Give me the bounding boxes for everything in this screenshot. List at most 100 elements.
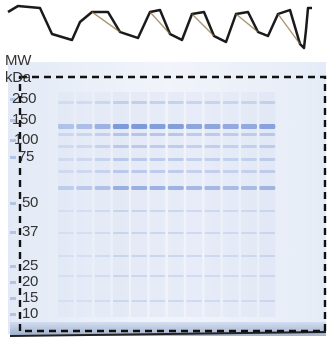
band (76, 124, 93, 129)
band (186, 101, 203, 104)
band (94, 158, 111, 161)
band (259, 124, 276, 129)
band (112, 186, 129, 190)
band (58, 133, 74, 136)
band (149, 186, 166, 190)
band (94, 145, 111, 148)
gel-slab (8, 62, 326, 334)
band (186, 124, 203, 129)
band (58, 158, 74, 161)
ladder-band (10, 202, 16, 205)
mw-label: MW (5, 52, 32, 69)
band (112, 232, 129, 234)
band (131, 158, 148, 161)
band (186, 210, 203, 212)
band (76, 255, 93, 257)
band (186, 232, 203, 234)
ladder-band (10, 119, 16, 122)
lane-10 (222, 92, 239, 317)
kda-label: kDa (5, 69, 31, 86)
band (186, 275, 203, 277)
lane-7 (167, 92, 184, 317)
band (94, 255, 111, 257)
band (58, 101, 74, 104)
band (259, 232, 276, 234)
band (241, 255, 257, 257)
band (241, 210, 257, 212)
band (204, 232, 221, 234)
band (186, 145, 203, 148)
band (149, 101, 166, 104)
band (94, 133, 111, 136)
band (149, 133, 166, 136)
marker-label-10: 10 (22, 305, 39, 322)
band (222, 133, 239, 136)
lane-5 (131, 92, 148, 317)
band (149, 210, 166, 212)
marker-label-25: 25 (22, 257, 39, 274)
band (94, 300, 111, 302)
band (131, 255, 148, 257)
band (94, 124, 111, 129)
lane-11 (241, 92, 257, 317)
band (131, 124, 148, 129)
band (204, 255, 221, 257)
lane-12 (259, 92, 276, 317)
band (58, 210, 74, 212)
band (186, 300, 203, 302)
band (94, 101, 111, 104)
band (112, 170, 129, 173)
band (259, 255, 276, 257)
band (149, 275, 166, 277)
band (167, 210, 184, 212)
band (259, 101, 276, 104)
band (204, 300, 221, 302)
marker-label-50: 50 (22, 194, 39, 211)
dashed-frame (18, 75, 327, 333)
band (241, 275, 257, 277)
well-highlight (91, 11, 301, 45)
ladder-lane (10, 98, 16, 316)
band (131, 170, 148, 173)
band (149, 255, 166, 257)
band (259, 145, 276, 148)
band (167, 101, 184, 104)
ladder-band (10, 281, 16, 284)
lane-4 (112, 92, 129, 317)
band (131, 186, 148, 190)
band (167, 300, 184, 302)
band (76, 133, 93, 136)
band (222, 158, 239, 161)
band (94, 170, 111, 173)
band (112, 210, 129, 212)
band (76, 158, 93, 161)
band (131, 145, 148, 148)
band (76, 210, 93, 212)
band (204, 158, 221, 161)
band (94, 232, 111, 234)
band (58, 232, 74, 234)
band (222, 210, 239, 212)
band (112, 124, 129, 129)
band (204, 101, 221, 104)
band (112, 133, 129, 136)
band (259, 210, 276, 212)
band (76, 300, 93, 302)
band (149, 300, 166, 302)
band (112, 275, 129, 277)
band (259, 275, 276, 277)
band (167, 186, 184, 190)
gel-bottom-edge (9, 331, 327, 337)
band (76, 186, 93, 190)
ladder-band (10, 265, 16, 268)
band (131, 133, 148, 136)
band (131, 101, 148, 104)
gel-bands (58, 92, 276, 317)
band (131, 275, 148, 277)
band (204, 124, 221, 129)
band (167, 255, 184, 257)
marker-label-37: 37 (22, 223, 39, 240)
band (241, 145, 257, 148)
band (222, 275, 239, 277)
